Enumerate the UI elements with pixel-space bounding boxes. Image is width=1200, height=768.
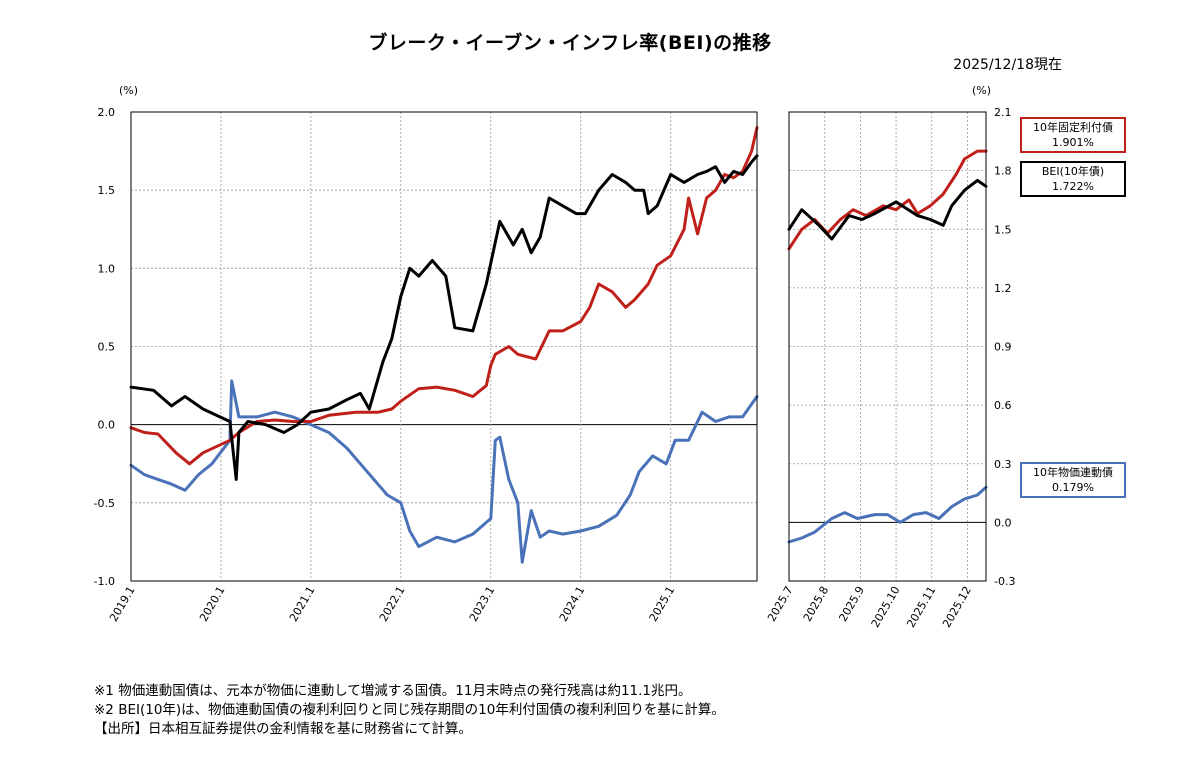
recent-y-tick-label: -0.3 bbox=[994, 575, 1015, 588]
footnotes: ※1 物価連動国債は、元本が物価に連動して増減する国債。11月末時点の発行残高は… bbox=[94, 682, 725, 739]
recent-x-tick-label: 2025.8 bbox=[801, 584, 832, 624]
main-y-tick-label: 1.5 bbox=[98, 184, 116, 197]
main-y-tick-label: 0.5 bbox=[98, 341, 116, 354]
main-x-tick-label: 2021.1 bbox=[287, 584, 318, 624]
main-x-tick-label: 2023.1 bbox=[467, 584, 498, 624]
recent-y-tick-label: 1.5 bbox=[994, 223, 1012, 236]
main-y-tick-label: 2.0 bbox=[98, 106, 116, 119]
recent-y-tick-label: 1.8 bbox=[994, 165, 1012, 178]
recent-plot: 2.1 1.8 1.5 1.2 0.9 0.6 0.3 0.0 -0.3 2025.7 2025.8… bbox=[765, 84, 1015, 630]
main-x-tick-label: 2019.1 bbox=[107, 584, 138, 624]
recent-plot-frame bbox=[788, 111, 987, 582]
main-series-fixed bbox=[129, 126, 759, 466]
footnote-1: ※1 物価連動国債は、元本が物価に連動して増減する国債。11月末時点の発行残高は… bbox=[94, 683, 692, 699]
legend-bei-name: BEI(10年債) bbox=[1041, 165, 1105, 178]
main-x-tick-label: 2020.1 bbox=[197, 584, 228, 624]
legend-linked-value: 0.179% bbox=[1052, 481, 1094, 494]
main-y-tick-label: -0.5 bbox=[94, 497, 115, 510]
legend-fixed-name: 10年固定利付債 bbox=[1033, 121, 1113, 134]
recent-series-bei bbox=[787, 178, 988, 241]
recent-y-tick-label: 0.3 bbox=[994, 458, 1012, 471]
main-y-tick-label: 0.0 bbox=[98, 419, 116, 432]
main-y-tick-label: -1.0 bbox=[94, 575, 115, 588]
main-series-bei bbox=[129, 154, 759, 481]
recent-x-tick-label: 2025.7 bbox=[765, 584, 796, 624]
main-x-tick-label: 2024.1 bbox=[557, 584, 588, 624]
legend-bei: BEI(10年債) 1.722% bbox=[1020, 161, 1126, 197]
recent-y-tick-label: 2.1 bbox=[994, 106, 1012, 119]
footnote-2: ※2 BEI(10年)は、物価連動国債の複利利回りと同じ残存期間の10年利付国債… bbox=[94, 702, 725, 718]
main-y-tick-label: 1.0 bbox=[98, 262, 116, 275]
recent-x-tick-label: 2025.9 bbox=[836, 584, 867, 624]
recent-x-tick-label: 2025.10 bbox=[869, 584, 903, 630]
recent-x-tick-label: 2025.11 bbox=[904, 584, 938, 630]
legend-inflation-linked: 10年物価連動債 0.179% bbox=[1020, 462, 1126, 498]
recent-x-tick-label: 2025.12 bbox=[940, 584, 974, 630]
main-x-tick-label: 2025.1 bbox=[647, 584, 678, 624]
legend-bei-value: 1.722% bbox=[1052, 180, 1094, 193]
recent-unit-label: (%) bbox=[972, 84, 991, 97]
main-plot-frame bbox=[130, 111, 758, 582]
main-series-linked bbox=[129, 379, 759, 564]
recent-y-tick-label: 0.6 bbox=[994, 399, 1012, 412]
recent-y-tick-label: 1.2 bbox=[994, 282, 1012, 295]
main-x-tick-label: 2022.1 bbox=[377, 584, 408, 624]
as-of-date: 2025/12/18現在 bbox=[953, 57, 1062, 73]
legend-fixed-value: 1.901% bbox=[1052, 136, 1094, 149]
chart-title: ブレーク・イーブン・インフレ率(BEI)の推移 bbox=[368, 32, 772, 54]
legend-linked-name: 10年物価連動債 bbox=[1033, 466, 1113, 479]
recent-y-tick-label: 0.9 bbox=[994, 341, 1012, 354]
recent-y-tick-label: 0.0 bbox=[994, 516, 1012, 529]
legend-fixed-rate: 10年固定利付債 1.901% bbox=[1020, 117, 1126, 153]
footnote-source: 【出所】日本相互証券提供の金利情報を基に財務省にて計算。 bbox=[94, 721, 472, 737]
recent-series-linked bbox=[787, 485, 988, 544]
main-unit-label: (%) bbox=[119, 84, 138, 97]
